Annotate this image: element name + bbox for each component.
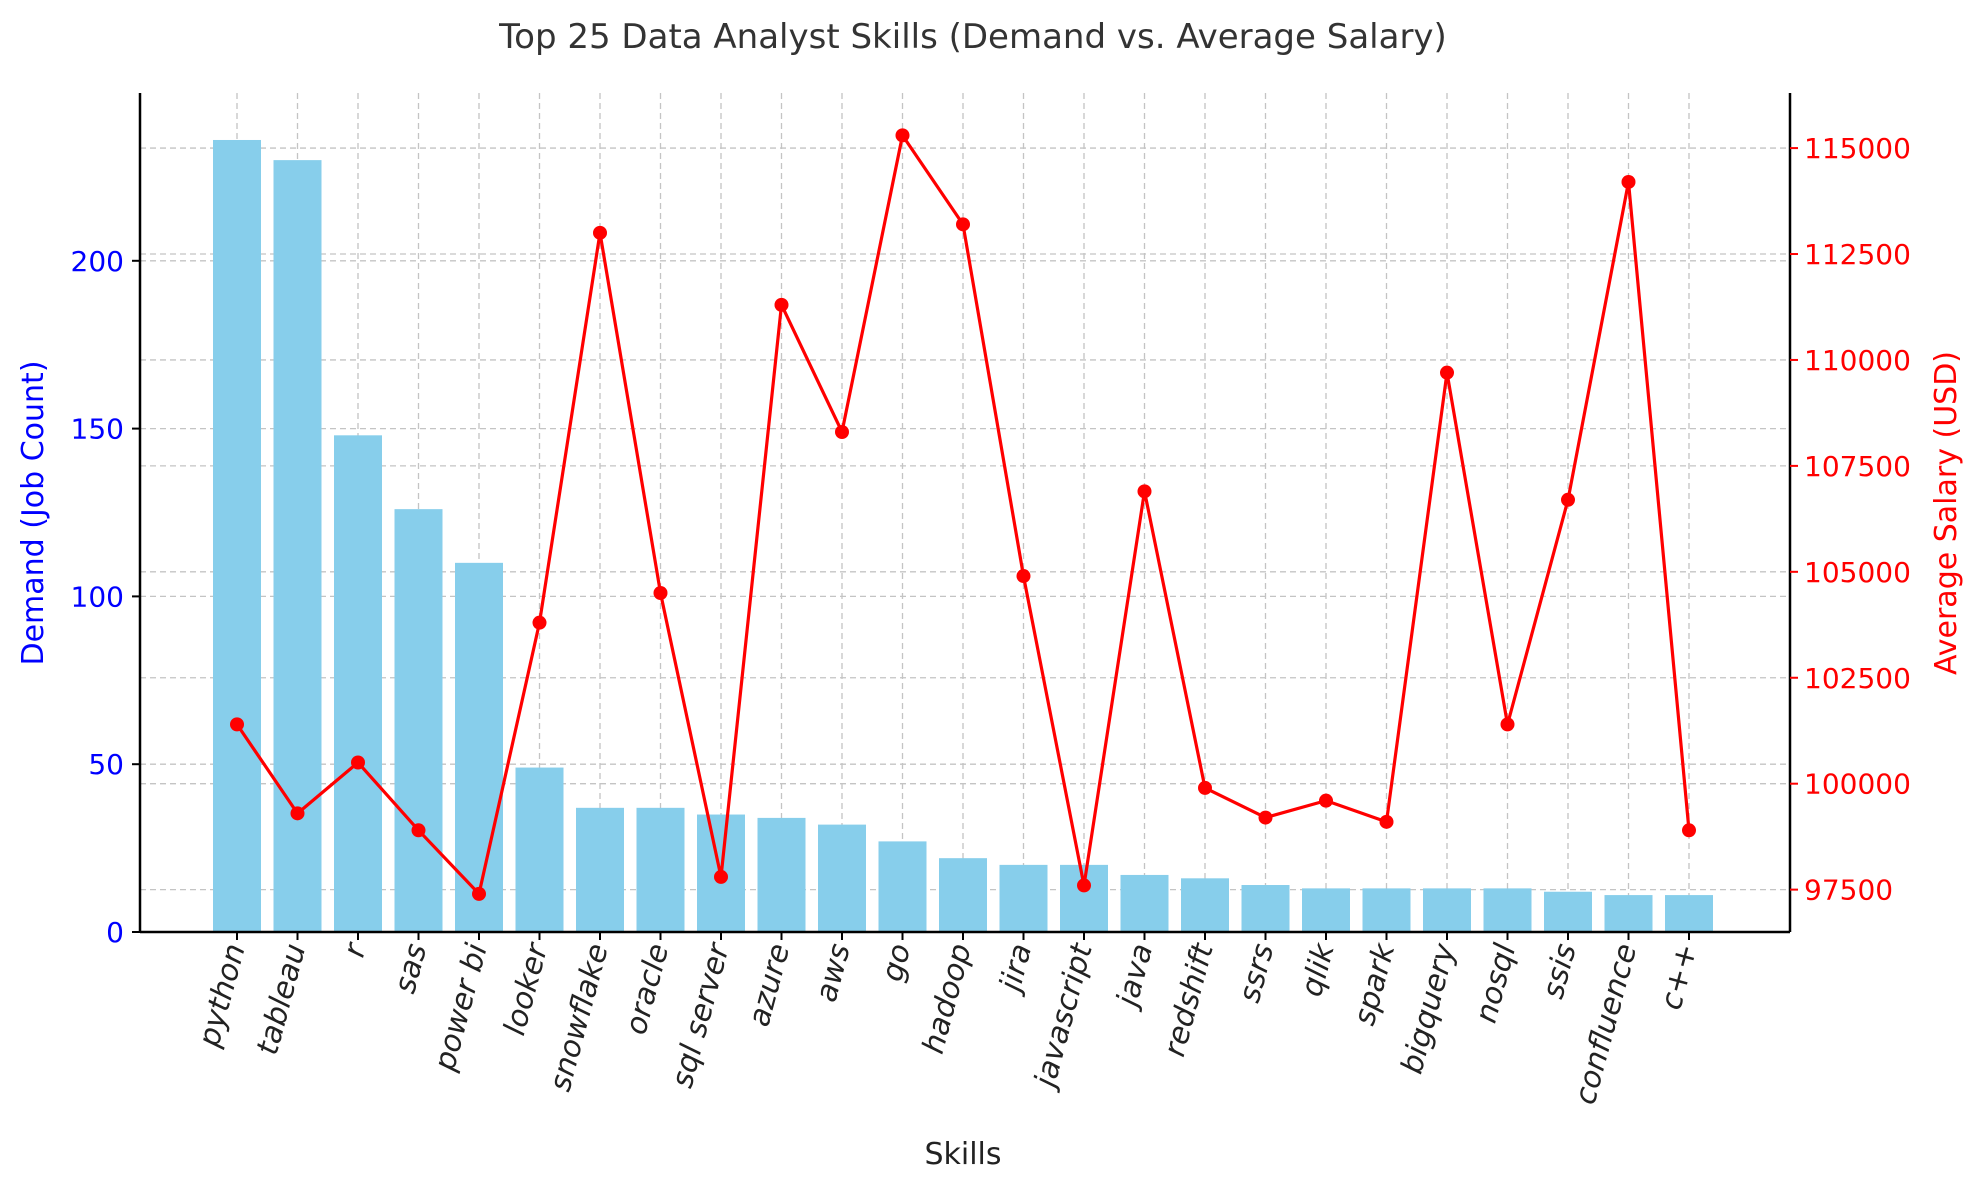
x-tick-label: snowflake (543, 940, 616, 1095)
axes-layer (138, 93, 1792, 934)
right-tick-label: 107500 (1804, 450, 1911, 483)
salary-point-qlik (1319, 793, 1333, 808)
bar-ssis (1544, 891, 1592, 932)
bars-layer (213, 139, 1713, 932)
bar-sas (394, 509, 443, 932)
right-tick-label: 102500 (1804, 662, 1911, 695)
salary-point-redshift (1198, 780, 1212, 795)
x-tick-label: sql server (665, 938, 737, 1091)
right-tick-label: 105000 (1804, 556, 1911, 589)
left-tick-label: 50 (88, 748, 124, 781)
salary-point-r (351, 755, 365, 770)
left-tick-label: 200 (71, 245, 124, 278)
salary-point-sql-server (714, 869, 728, 884)
bar-snowflake (576, 807, 624, 932)
salary-point-oracle (653, 586, 668, 601)
bar-hadoop (939, 858, 987, 932)
x-tick-label: redshift (1157, 939, 1221, 1060)
right-y-axis-label: Average Salary (USD) (1929, 351, 1964, 675)
salary-point-hadoop (956, 217, 970, 232)
bar-ssrs (1241, 885, 1290, 932)
x-tick-label: ssis (1536, 940, 1584, 1002)
salary-point-azure (774, 297, 789, 312)
salary-point-ssis (1561, 492, 1575, 507)
salary-point-power-bi (472, 886, 486, 901)
x-tick-label: sas (388, 940, 435, 997)
right-tick-label: 110000 (1804, 344, 1911, 377)
x-tick-label: javascript (1027, 939, 1100, 1095)
left-y-axis-label: Demand (Job Count) (16, 360, 51, 665)
left-tick-label: 100 (71, 580, 124, 613)
x-tick-label: nosql (1469, 939, 1524, 1026)
x-tick-label: r (337, 938, 374, 961)
salary-point-bigquery (1440, 365, 1454, 380)
salary-point-ssrs (1258, 810, 1273, 825)
salary-point-python (230, 717, 244, 732)
x-tick-label: jira (992, 940, 1039, 999)
bar-go (878, 841, 927, 932)
x-tick-label: c++ (1654, 940, 1705, 1014)
x-tick-label: hadoop (916, 940, 979, 1057)
x-tick-label: ssrs (1232, 940, 1281, 1006)
bar-confluence (1604, 895, 1653, 932)
bar-nosql (1483, 888, 1532, 932)
x-tick-label: oracle (619, 940, 677, 1038)
bar-aws (818, 824, 866, 932)
right-y-ticks: 97500 100000 102500 105000 107500 110000 11250… (1790, 132, 1911, 907)
salary-point-snowflake (593, 225, 607, 240)
salary-point-nosql (1500, 717, 1515, 732)
bar-redshift (1181, 878, 1229, 932)
bar-azure (757, 817, 806, 932)
x-tick-label: power bi (427, 939, 495, 1075)
left-tick-label: 150 (71, 413, 124, 446)
x-tick-label: spark (1347, 938, 1403, 1029)
right-tick-label: 100000 (1804, 768, 1911, 801)
salary-point-confluence (1621, 174, 1636, 189)
right-tick-label: 115000 (1804, 132, 1911, 165)
bar-looker (515, 767, 564, 932)
bar-tableau (273, 160, 322, 932)
x-tick-label: bigquery (1394, 939, 1463, 1078)
salary-point-javascript (1077, 878, 1091, 893)
x-tick-label: qlik (1294, 938, 1342, 1000)
salary-point-go (895, 128, 910, 143)
salary-point-tableau (290, 806, 305, 821)
salary-point-spark (1379, 814, 1394, 829)
x-tick-label: python (191, 940, 252, 1051)
salary-point-jira (1016, 569, 1031, 584)
salary-point-sas (411, 823, 426, 838)
salary-point-looker (532, 615, 547, 630)
x-axis-label: Skills (924, 1137, 1001, 1172)
bar-python (213, 139, 261, 932)
bar-power-bi (455, 562, 503, 932)
bar-c- (1665, 895, 1713, 932)
bar-java (1120, 874, 1169, 932)
bar-r (334, 435, 382, 932)
salary-point-java (1137, 484, 1152, 499)
left-y-ticks: 0 50 100 150 200 (71, 245, 140, 949)
chart-title: Top 25 Data Analyst Skills (Demand vs. A… (498, 17, 1447, 57)
x-tick-label: azure (742, 940, 798, 1030)
salary-point-aws (835, 424, 849, 439)
bar-oracle (636, 807, 685, 932)
x-tick-label: java (1109, 940, 1160, 1014)
left-tick-label: 0 (106, 916, 124, 949)
salary-line-layer (230, 128, 1696, 901)
x-tick-label: aws (809, 940, 858, 1006)
bar-jira (999, 864, 1048, 932)
right-tick-label: 97500 (1804, 874, 1893, 907)
bar-spark (1362, 888, 1411, 932)
x-tick-label: looker (497, 938, 555, 1039)
salary-point-c- (1682, 823, 1696, 838)
x-tick-label: tableau (250, 940, 313, 1059)
right-tick-label: 112500 (1804, 238, 1911, 271)
bar-qlik (1302, 888, 1350, 932)
x-tick-label: go (875, 940, 918, 985)
bar-bigquery (1423, 888, 1471, 932)
